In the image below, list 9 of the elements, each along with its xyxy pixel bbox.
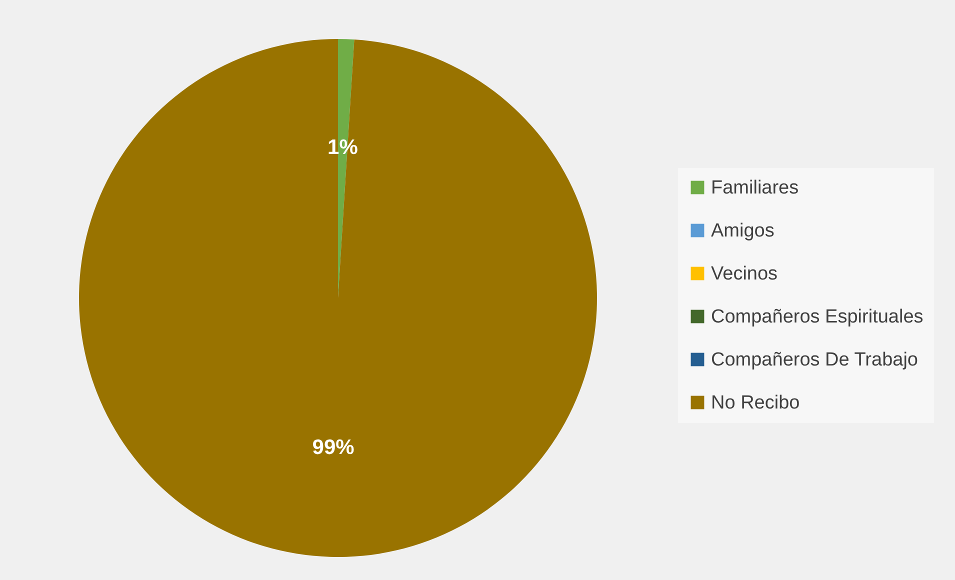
- legend-label: Familiares: [711, 178, 799, 198]
- legend-label: Amigos: [711, 220, 774, 242]
- legend-label: Compañeros De Trabajo: [711, 350, 918, 370]
- legend-label: Compañeros Espirituales: [711, 306, 924, 328]
- pie-slice: [79, 39, 597, 557]
- data-label: 99%: [312, 436, 355, 459]
- legend-label: No Recibo: [711, 392, 800, 414]
- legend-label: Vecinos: [711, 264, 778, 284]
- data-label: 1%: [328, 136, 358, 160]
